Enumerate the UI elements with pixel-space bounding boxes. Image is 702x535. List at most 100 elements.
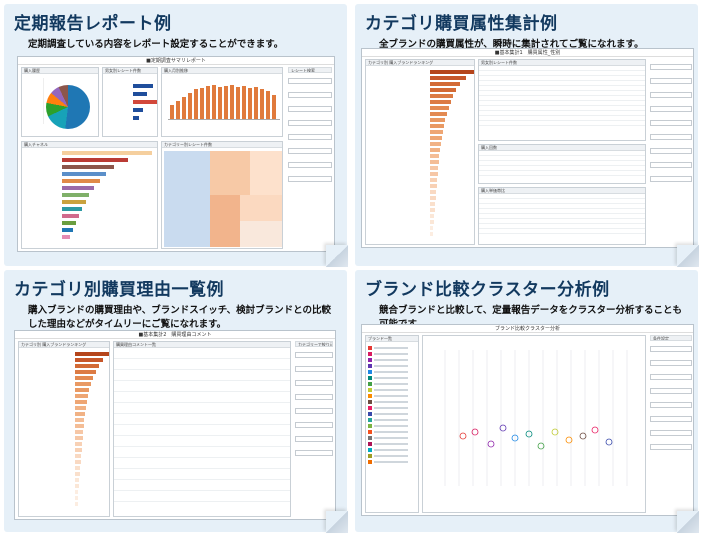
filter-sidebar: 条件設定 <box>650 335 692 513</box>
filter-select[interactable] <box>650 162 692 168</box>
filter-select[interactable] <box>650 78 692 84</box>
filter-select[interactable] <box>650 444 692 450</box>
filter-select[interactable] <box>288 176 332 182</box>
gender-table-panel: 男女別レシート件数 <box>478 59 646 141</box>
legend-item <box>368 429 418 435</box>
legend-line <box>374 425 408 427</box>
comment-list-panel: 購買理由コメント一覧 <box>113 341 291 517</box>
legend-line <box>374 365 408 367</box>
filter-select[interactable] <box>650 64 692 70</box>
filter-select[interactable] <box>288 148 332 154</box>
filter-select[interactable] <box>295 394 333 400</box>
filter-select[interactable] <box>650 176 692 182</box>
legend-item <box>368 345 418 351</box>
screenshot-title: ■基本集計2 購買理由コメント <box>15 331 335 339</box>
legend-swatch <box>368 436 372 440</box>
filter-select[interactable] <box>650 92 692 98</box>
card-brand-cluster: ブランド比較クラスター分析例 競合ブランドと比較して、定量報告データをクラスター… <box>355 270 699 533</box>
filter-select[interactable] <box>650 374 692 380</box>
category-treemap-panel: カテゴリー別レシート件数 <box>161 141 283 249</box>
cluster-plot-panel <box>422 335 646 513</box>
legend-swatch <box>368 412 372 416</box>
price-band-panel: 購入単価帯比 <box>478 187 646 245</box>
legend-line <box>374 431 408 433</box>
screenshot-title: ■定期調査サマリレポート <box>18 57 334 65</box>
filter-select[interactable] <box>650 388 692 394</box>
legend-swatch <box>368 400 372 404</box>
monthly-trend-panel: 購入月別推移 <box>161 67 283 137</box>
filter-select[interactable] <box>288 134 332 140</box>
filter-select[interactable] <box>650 148 692 154</box>
filter-select[interactable] <box>288 78 332 84</box>
legend-item <box>368 453 418 459</box>
cluster-point <box>565 436 573 444</box>
card-title: カテゴリ別購買理由一覧例 <box>14 280 224 300</box>
legend-item <box>368 423 418 429</box>
filter-select[interactable] <box>295 422 333 428</box>
panel-header: 購入回数 <box>479 145 645 151</box>
bar <box>133 108 143 112</box>
filter-select[interactable] <box>295 450 333 456</box>
brand-ranking-panel: カテゴリ別 購入ブランドランキング <box>18 341 110 517</box>
cluster-point <box>579 432 587 440</box>
bar <box>133 92 147 96</box>
cluster-point <box>537 442 545 450</box>
report-screenshot: ■定期調査サマリレポート 購入履歴 男女別レシート件数 購入月別推移 <box>17 56 335 252</box>
cluster-point <box>459 432 467 440</box>
filter-select[interactable] <box>650 120 692 126</box>
pie-chart <box>46 85 90 129</box>
filter-select[interactable] <box>650 416 692 422</box>
legend-line <box>374 359 408 361</box>
legend-swatch <box>368 352 372 356</box>
legend-swatch <box>368 358 372 362</box>
filter-select[interactable] <box>650 360 692 366</box>
cluster-point <box>511 434 519 442</box>
bar <box>133 116 139 120</box>
legend-item <box>368 381 418 387</box>
screenshot-title: ブランド比較クラスター分析 <box>362 325 693 333</box>
filter-select[interactable] <box>650 430 692 436</box>
legend-item <box>368 417 418 423</box>
legend-item <box>368 435 418 441</box>
bar <box>133 84 153 88</box>
panel-header: 男女別レシート件数 <box>103 68 157 74</box>
legend-item <box>368 447 418 453</box>
legend-line <box>374 389 408 391</box>
filter-select[interactable] <box>295 408 333 414</box>
pie-legend <box>24 78 44 124</box>
filter-select[interactable] <box>650 402 692 408</box>
panel-header: 購入履歴 <box>22 68 98 74</box>
cluster-point <box>525 430 533 438</box>
filter-select[interactable] <box>295 380 333 386</box>
filter-select[interactable] <box>295 436 333 442</box>
legend-line <box>374 413 408 415</box>
legend-item <box>368 411 418 417</box>
cluster-point <box>605 438 613 446</box>
filter-select[interactable] <box>650 106 692 112</box>
bar <box>133 100 157 104</box>
legend-line <box>374 449 408 451</box>
card-purchase-reasons: カテゴリ別購買理由一覧例 購入ブランドの購買理由や、ブランドスイッチ、検討ブラン… <box>4 270 348 533</box>
filter-select[interactable] <box>295 366 333 372</box>
legend-line <box>374 371 408 373</box>
filter-select[interactable] <box>295 352 333 358</box>
filter-select[interactable] <box>288 120 332 126</box>
panel-header: カテゴリ別 購入ブランドランキング <box>366 60 474 66</box>
legend-swatch <box>368 460 372 464</box>
legend-swatch <box>368 406 372 410</box>
filter-select[interactable] <box>288 106 332 112</box>
purchase-history-panel: 購入回数 <box>478 144 646 184</box>
filter-select[interactable] <box>288 92 332 98</box>
filter-select[interactable] <box>650 346 692 352</box>
legend-item <box>368 399 418 405</box>
legend-swatch <box>368 394 372 398</box>
legend-swatch <box>368 388 372 392</box>
legend-line <box>374 437 408 439</box>
cluster-point <box>591 426 599 434</box>
legend-swatch <box>368 370 372 374</box>
filter-sidebar <box>650 59 692 245</box>
legend-swatch <box>368 364 372 368</box>
filter-sidebar: カテゴリーで絞り込み <box>295 341 333 517</box>
filter-select[interactable] <box>650 134 692 140</box>
filter-select[interactable] <box>288 162 332 168</box>
